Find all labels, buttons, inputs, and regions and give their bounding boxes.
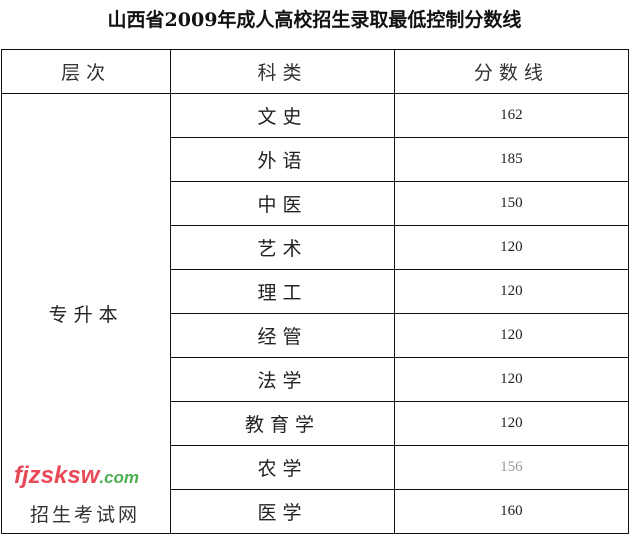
category-cell: 艺术 <box>170 225 395 270</box>
category-cell: 外语 <box>170 137 395 182</box>
category-cell: 中医 <box>170 181 395 226</box>
category-cell: 农学 <box>170 445 395 490</box>
category-cell: 法学 <box>170 357 395 402</box>
header-level: 层次 <box>0 49 172 94</box>
score-cell: 150 <box>393 181 629 226</box>
score-cell: 156 <box>393 445 629 490</box>
table-row: 医学 160 <box>2 489 629 534</box>
watermark-brand: fjzsksw <box>14 462 100 489</box>
score-table: 层次 科类 分数线 专升本 文史 162 外语 185 中医 150 艺术 120 理工 120 经管… <box>0 49 629 534</box>
table-row: 经管 120 <box>2 313 629 358</box>
table-row: 艺术 120 <box>2 225 629 270</box>
table-row: 中医 150 <box>2 181 629 226</box>
category-cell: 经管 <box>170 313 395 358</box>
header-score: 分数线 <box>393 49 629 94</box>
page-title: 山西省2009年成人高校招生录取最低控制分数线 <box>107 9 522 31</box>
category-cell: 理工 <box>170 269 395 314</box>
category-cell: 教育学 <box>170 401 395 446</box>
watermark-tagline: 招生考试网 <box>30 504 141 526</box>
score-cell: 120 <box>393 357 629 402</box>
score-cell: 185 <box>393 137 629 182</box>
watermark-domain: .com <box>99 468 140 487</box>
table-row: 理工 120 <box>2 269 629 314</box>
category-cell: 医学 <box>170 489 395 534</box>
score-cell: 162 <box>393 93 629 138</box>
score-cell: 120 <box>393 313 629 358</box>
score-cell: 160 <box>393 489 629 534</box>
level-cell: 专升本 <box>0 93 172 534</box>
header-category: 科类 <box>170 49 395 94</box>
table-row: 教育学 120 <box>2 401 629 446</box>
table-row: 外语 185 <box>2 137 629 182</box>
score-cell: 120 <box>393 269 629 314</box>
table-row: 法学 120 <box>2 357 629 402</box>
table-row: 专升本 文史 162 <box>0 93 629 534</box>
watermark-logo: fjzsksw.com <box>14 462 139 490</box>
header-row: 层次 科类 分数线 <box>0 49 629 94</box>
table-row: 农学 156 <box>2 445 629 490</box>
score-cell: 120 <box>393 225 629 270</box>
category-cell: 文史 <box>170 93 395 138</box>
score-cell: 120 <box>393 401 629 446</box>
